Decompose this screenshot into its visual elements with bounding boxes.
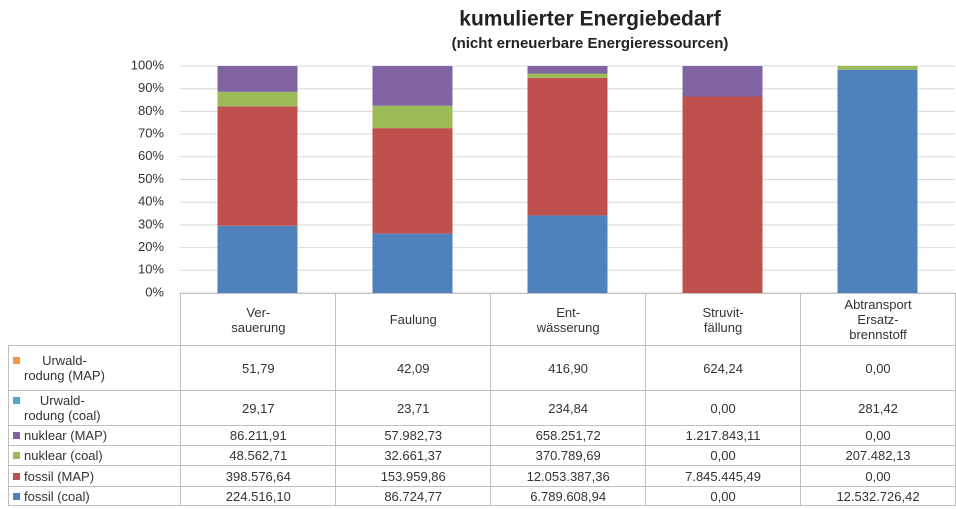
y-tick-label: 30% [138, 216, 164, 231]
data-row: fossil (MAP) 398.576,64 153.959,86 12.053.3… [7, 465, 956, 487]
legend-swatch [13, 472, 20, 480]
table-value: 48.562,71 [180, 445, 337, 466]
table-value: 0,00 [800, 345, 956, 391]
bar-segment [527, 66, 608, 74]
legend-entry: Urwald- rodung (coal) [11, 393, 178, 423]
bar-segment [217, 91, 298, 107]
bar-segment [527, 215, 608, 293]
bar-segment [527, 77, 608, 216]
y-tick-label: 20% [138, 239, 164, 254]
legend-swatch [13, 492, 20, 500]
table-value: 370.789,69 [490, 445, 647, 466]
category-label: Struvit- fällung [645, 293, 802, 346]
table-value: 0,00 [800, 465, 956, 487]
legend-cell: Urwald- rodung (coal) [7, 390, 182, 426]
table-value: 416,90 [490, 345, 647, 391]
table-value: 0,00 [800, 425, 956, 446]
table-value: 207.482,13 [800, 445, 956, 466]
y-tick-label: 50% [138, 171, 164, 186]
table-value: 0,00 [645, 445, 802, 466]
legend-entry: fossil (MAP) [11, 469, 178, 484]
table-value: 0,00 [645, 486, 802, 506]
bar-segment [682, 96, 763, 293]
bar-segment [372, 233, 453, 293]
table-value: 12.053.387,36 [490, 465, 647, 487]
y-tick-label: 60% [138, 148, 164, 163]
category-label: Ver- sauerung [180, 293, 337, 346]
legend-entry: Urwald- rodung (MAP) [11, 353, 178, 383]
bar-segment [372, 128, 453, 234]
legend-swatch [13, 452, 20, 459]
legend-cell: Urwald- rodung (MAP) [7, 345, 182, 391]
legend-label: nuklear (MAP) [24, 428, 108, 443]
y-tick-label: 70% [138, 126, 164, 141]
data-row: Urwald- rodung (coal) 29,17 23,71 234,84 0,0… [7, 390, 956, 426]
legend-label: Urwald- rodung (MAP) [24, 353, 105, 383]
bar-segment [682, 66, 763, 97]
table-value: 57.982,73 [335, 425, 492, 446]
chart-title: kumulierter Energiebedarf [459, 8, 721, 31]
bar-segment [837, 69, 918, 293]
header-row: Ver- sauerung Faulung Ent- wässerung Struvi… [8, 293, 956, 346]
table-value: 86.724,77 [335, 486, 492, 506]
y-tick-label: 80% [138, 103, 164, 118]
bar-segment [217, 66, 298, 92]
table-value: 0,00 [645, 390, 802, 426]
bar-segment [372, 105, 453, 129]
legend-entry: nuklear (coal) [11, 448, 178, 463]
table-value: 224.516,10 [180, 486, 337, 506]
table-value: 32.661,37 [335, 445, 492, 466]
y-tick-label: 100% [131, 57, 165, 72]
legend-swatch [13, 397, 20, 404]
data-table: Ver- sauerung Faulung Ent- wässerung Struvi… [7, 293, 956, 506]
data-row: nuklear (coal) 48.562,71 32.661,37 370.789,… [7, 445, 956, 466]
table-value: 6.789.608,94 [490, 486, 647, 506]
legend-label: fossil (MAP) [24, 468, 95, 484]
table-value: 658.251,72 [490, 425, 647, 446]
bar-segment [217, 106, 298, 226]
legend-cell: nuklear (coal) [7, 445, 182, 466]
table-value: 234,84 [490, 390, 647, 426]
category-label: Ent- wässerung [490, 293, 647, 346]
legend-cell: nuklear (MAP) [7, 425, 182, 446]
bar-segment [837, 66, 918, 70]
table-value: 23,71 [335, 390, 492, 426]
table-value: 42,09 [335, 345, 492, 391]
legend-label: fossil (coal) [24, 488, 90, 504]
chart-subtitle: (nicht erneuerbare Energieressourcen) [452, 35, 729, 52]
table-value: 12.532.726,42 [800, 486, 956, 506]
data-row: Urwald- rodung (MAP) 51,79 42,09 416,90 624,… [7, 345, 956, 391]
table-value: 624,24 [645, 345, 802, 391]
legend-label: Urwald- rodung (coal) [24, 393, 101, 423]
bar-segment [217, 225, 298, 293]
table-value: 1.217.843,11 [645, 425, 802, 446]
category-label: Faulung [335, 293, 492, 346]
table-value: 86.211,91 [180, 425, 337, 446]
y-tick-label: 10% [138, 262, 164, 277]
legend-entry: nuklear (MAP) [11, 428, 178, 443]
y-tick-label: 40% [138, 194, 164, 209]
legend-entry: fossil (coal) [11, 489, 178, 504]
bar-segment [527, 73, 608, 78]
table-value: 398.576,64 [180, 465, 337, 487]
table-value: 29,17 [180, 390, 337, 426]
data-row: fossil (coal) 224.516,10 86.724,77 6.789.60… [7, 486, 956, 506]
table-value: 281,42 [800, 390, 956, 426]
table-value: 51,79 [180, 345, 337, 391]
corner-cell [8, 293, 182, 346]
table-value: 7.845.445,49 [645, 465, 802, 487]
data-row: nuklear (MAP) 86.211,91 57.982,73 658.251,7… [7, 425, 956, 446]
category-label: Abtransport Ersatz- brennstoff [800, 293, 956, 346]
legend-swatch [13, 357, 20, 364]
y-tick-label: 90% [138, 80, 164, 95]
legend-swatch [13, 432, 20, 439]
legend-cell: fossil (MAP) [7, 465, 182, 487]
legend-cell: fossil (coal) [7, 486, 182, 506]
table-value: 153.959,86 [335, 465, 492, 487]
legend-label: nuklear (coal) [24, 448, 103, 463]
bar-segment [372, 66, 453, 106]
